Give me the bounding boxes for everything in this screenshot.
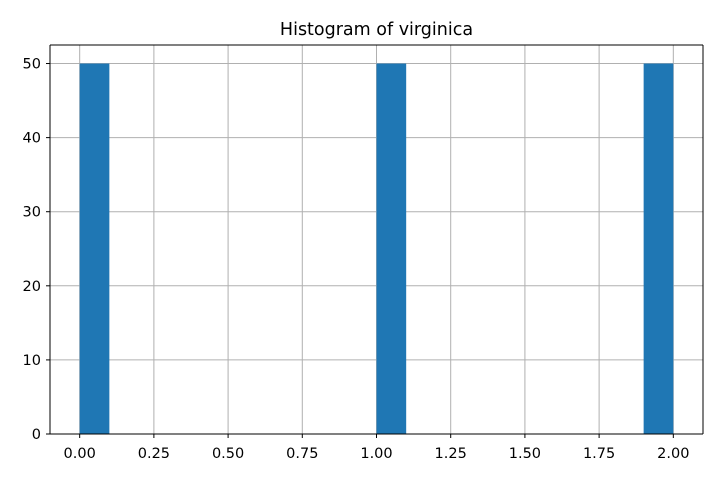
x-tick-label: 0.50	[212, 446, 244, 462]
y-tick-label: 10	[23, 353, 41, 369]
x-tick-label: 1.25	[435, 446, 467, 462]
x-tick-label: 2.00	[657, 446, 689, 462]
y-tick-label: 30	[23, 205, 41, 221]
x-tick-label: 1.00	[360, 446, 392, 462]
x-tick-label: 1.50	[509, 446, 541, 462]
histogram-bar	[643, 63, 674, 435]
x-tick-label: 0.75	[286, 446, 318, 462]
y-tick-label: 0	[32, 427, 41, 443]
histogram-bars	[79, 63, 674, 435]
x-tick-label: 0.00	[64, 446, 96, 462]
x-tick-label: 1.75	[583, 446, 615, 462]
y-tick-label: 50	[23, 57, 41, 73]
histogram-bar	[376, 63, 407, 435]
y-tick-label: 40	[23, 131, 41, 147]
y-axis-ticks: 0 10 20 30 40 50	[23, 57, 50, 443]
chart-title: Histogram of virginica	[280, 20, 473, 40]
histogram-bar	[79, 63, 110, 435]
x-axis-ticks: 0.00 0.25 0.50 0.75 1.00 1.25 1.50 1.75 2.00	[64, 434, 689, 462]
y-tick-label: 20	[23, 279, 41, 295]
x-tick-label: 0.25	[138, 446, 170, 462]
